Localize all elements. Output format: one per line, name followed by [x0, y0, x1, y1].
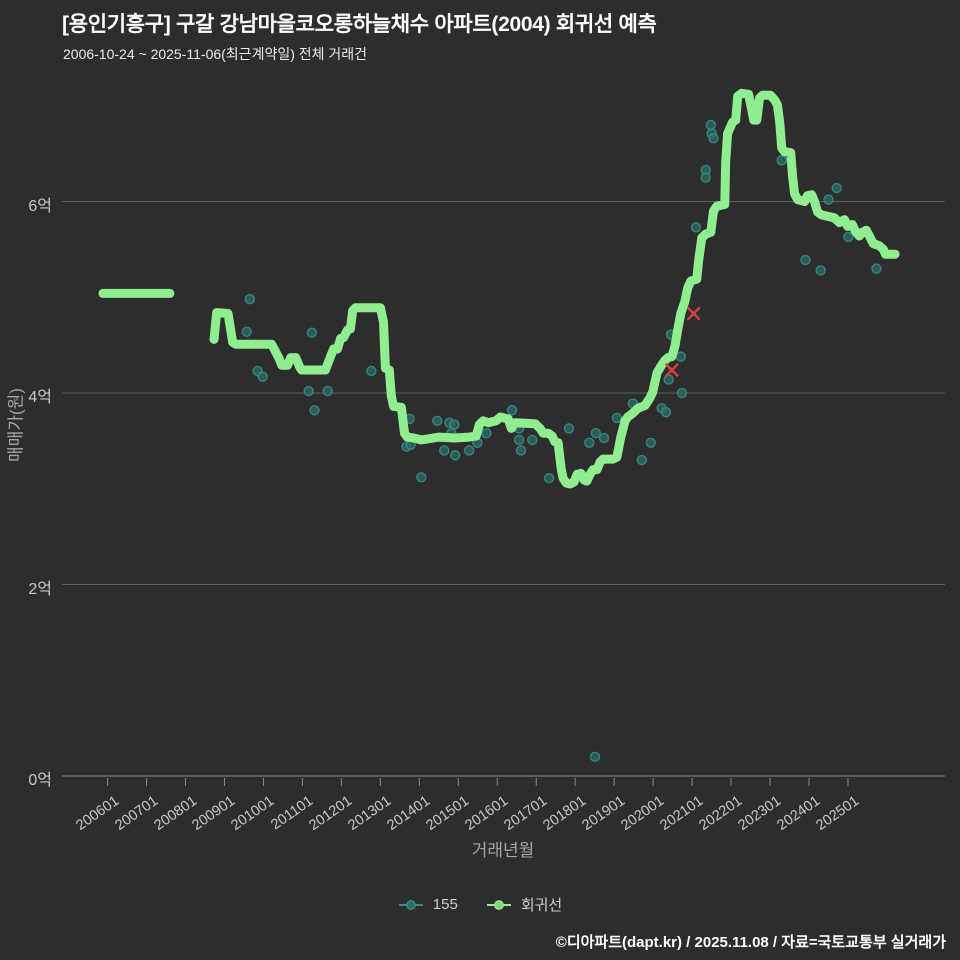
regression-line: [209, 88, 900, 489]
scatter-point: [823, 194, 834, 205]
scatter-point: [527, 434, 538, 446]
scatter-point: [306, 327, 317, 338]
scatter-point: [598, 432, 610, 444]
scatter-point: [831, 182, 842, 194]
scatter-point: [449, 419, 460, 430]
y-tick-label: 2억: [28, 580, 52, 598]
scatter-point: [636, 454, 648, 466]
scatter-point: [322, 385, 333, 397]
scatter-point: [589, 751, 601, 763]
scatter-point: [676, 387, 688, 399]
legend-item-regression[interactable]: 회귀선: [486, 894, 562, 915]
scatter-point: [513, 434, 525, 446]
scatter-point: [416, 472, 427, 483]
legend-label-regression: 회귀선: [520, 897, 563, 914]
scatter-point: [303, 385, 314, 397]
legend-item-155[interactable]: 155: [398, 896, 458, 913]
footer-credit: ©디아파트(dapt.kr) / 2025.11.08 / 자료=국토교통부 실…: [555, 934, 946, 951]
scatter-point: [563, 423, 575, 434]
scatter-point: [366, 365, 377, 377]
cancelled-x-center: [669, 367, 675, 373]
scatter-point: [700, 172, 711, 183]
scatter-point: [449, 450, 461, 461]
cancelled-x-center: [691, 311, 696, 316]
scatter-point: [584, 437, 595, 449]
scatter-point: [663, 374, 674, 385]
scatter-point: [708, 133, 719, 144]
legend-label-155: 155: [432, 896, 458, 913]
scatter-point: [432, 415, 443, 426]
line-series-marker-icon: [486, 899, 511, 910]
scatter-point: [241, 326, 252, 337]
scatter-point: [590, 428, 602, 439]
y-tick-label: 4억: [28, 389, 52, 406]
scatter-point: [464, 445, 475, 456]
scatter-point: [645, 437, 656, 449]
scatter-point: [515, 445, 527, 456]
x-axis-title: 거래년월: [471, 841, 535, 860]
scatter-point: [871, 263, 882, 274]
scatter-series-marker-icon: [398, 899, 423, 910]
scatter-point: [309, 405, 320, 416]
scatter-point: [705, 119, 717, 131]
scatter-point: [776, 155, 787, 166]
page-title: [용인기흥구] 구갈 강남마을코오롱하늘채수 아파트(2004) 회귀선 예측: [62, 13, 657, 36]
y-tick-label: 6억: [28, 197, 52, 215]
y-tick-label: 0억: [28, 772, 52, 789]
scatter-point: [439, 445, 450, 456]
scatter-point: [611, 412, 623, 424]
scatter-point: [244, 293, 256, 305]
scatter-point: [815, 265, 826, 276]
scatter-point: [690, 222, 702, 233]
legend: 155 회귀선: [0, 894, 960, 915]
scatter-point: [543, 473, 555, 484]
scatter-point: [675, 351, 687, 362]
scatter-point: [506, 405, 518, 416]
scatter-point: [481, 428, 492, 439]
scatter-point: [660, 406, 672, 418]
scatter-point: [800, 254, 811, 266]
scatter-point: [257, 371, 268, 382]
page-subtitle: 2006-10-24 ~ 2025-11-06(최근계약일) 전체 거래건: [63, 46, 368, 62]
scatter-point: [843, 231, 854, 243]
